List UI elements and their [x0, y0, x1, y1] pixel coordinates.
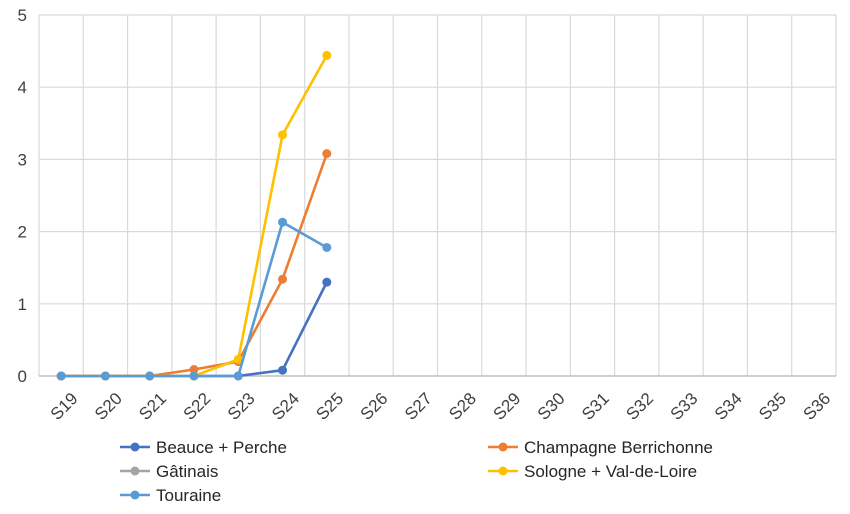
x-tick-label-s28: S28 — [445, 389, 480, 424]
gridlines — [38, 14, 837, 376]
legend-label: Beauce + Perche — [156, 438, 287, 457]
data-point — [145, 371, 155, 381]
x-tick-label-s24: S24 — [268, 389, 303, 424]
data-point — [278, 130, 288, 140]
x-tick-label-s19: S19 — [47, 389, 82, 424]
legend-item: Champagne Berrichonne — [488, 438, 713, 457]
legend-marker — [130, 490, 140, 500]
y-tick-label: 5 — [18, 6, 27, 25]
legend-marker — [498, 442, 508, 452]
series-line-1 — [61, 153, 329, 378]
y-tick-label: 3 — [18, 150, 27, 169]
y-tick-label: 2 — [18, 223, 27, 242]
legend-marker — [498, 466, 508, 476]
x-tick-label-s31: S31 — [578, 389, 613, 424]
x-tick-label-s29: S29 — [490, 389, 525, 424]
legend-item: Touraine — [120, 486, 221, 505]
x-tick-label-s26: S26 — [357, 389, 392, 424]
tick-labels: 0 1 2 3 4 5 S19 S20 S21 S22 S23 S24 S25 S26 S27 S28 S29 S… — [18, 6, 835, 424]
x-tick-label-s22: S22 — [180, 389, 215, 424]
x-tick-label-s36: S36 — [799, 389, 834, 424]
x-tick-label-s35: S35 — [755, 389, 790, 424]
legend-label: Touraine — [156, 486, 221, 505]
data-point — [189, 365, 199, 375]
x-tick-label-s20: S20 — [91, 389, 126, 424]
legend-item: Sologne + Val-de-Loire — [488, 462, 697, 481]
legend-marker — [130, 466, 140, 476]
legend-item: Gâtinais — [120, 462, 218, 481]
x-tick-label-s34: S34 — [711, 389, 746, 424]
data-point — [233, 354, 243, 364]
data-point — [56, 371, 66, 381]
legend-label: Sologne + Val-de-Loire — [524, 462, 697, 481]
data-point — [322, 242, 332, 252]
data-point — [233, 371, 243, 381]
series-line-0 — [61, 281, 328, 378]
data-point — [278, 274, 288, 284]
data-point — [100, 371, 110, 381]
data-point — [322, 50, 332, 60]
data-point — [278, 365, 288, 375]
x-tick-label-s30: S30 — [534, 389, 569, 424]
x-tick-label-s32: S32 — [622, 389, 657, 424]
data-point — [322, 277, 332, 287]
legend-marker — [130, 442, 140, 452]
x-tick-label-s25: S25 — [312, 389, 347, 424]
series-lines — [56, 50, 332, 381]
legend-item: Beauce + Perche — [120, 438, 287, 457]
legend-label: Gâtinais — [156, 462, 218, 481]
series-line-4 — [61, 220, 328, 378]
x-tick-label-s21: S21 — [135, 389, 170, 424]
series-line-3 — [61, 54, 328, 378]
x-tick-label-s23: S23 — [224, 389, 259, 424]
y-tick-label: 0 — [18, 367, 27, 386]
data-point — [322, 149, 332, 159]
data-point — [278, 217, 288, 227]
legend: Beauce + Perche Champagne Berrichonne Gâti… — [120, 438, 713, 505]
y-tick-label: 4 — [18, 78, 27, 97]
y-tick-label: 1 — [18, 295, 27, 314]
x-tick-label-s27: S27 — [401, 389, 436, 424]
x-tick-label-s33: S33 — [667, 389, 702, 424]
legend-label: Champagne Berrichonne — [524, 438, 713, 457]
data-point — [189, 371, 199, 381]
